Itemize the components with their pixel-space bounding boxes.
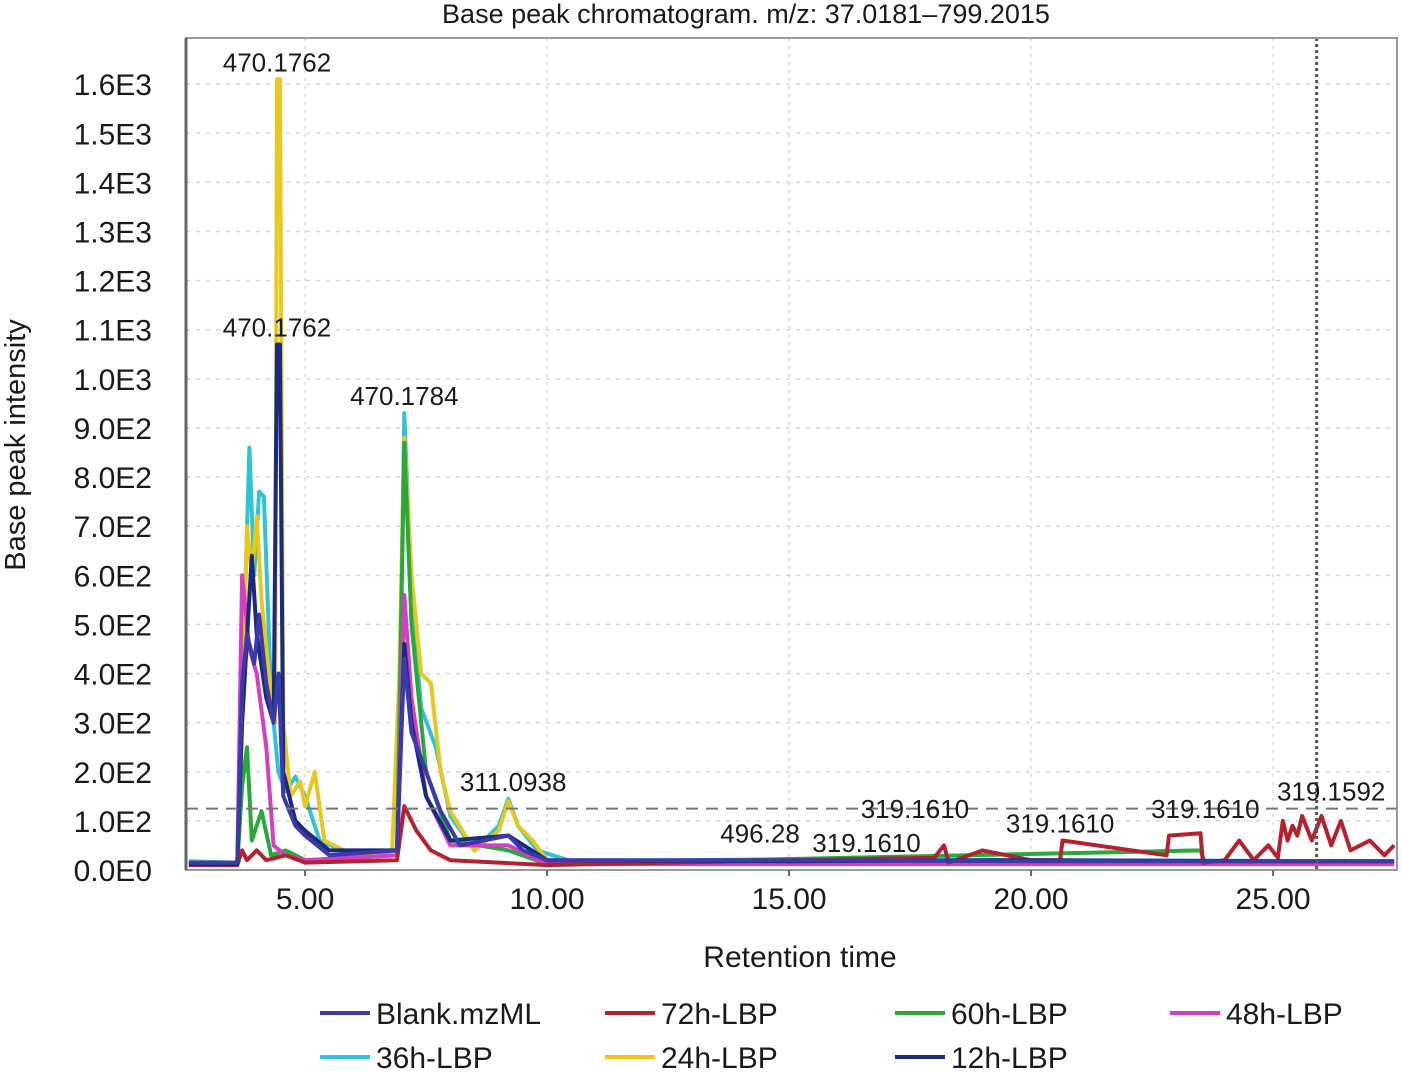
legend-label: 24h-LBP: [661, 1042, 778, 1071]
y-tick-label: 1.2E3: [74, 266, 152, 299]
y-tick-label: 1.0E3: [74, 364, 152, 397]
legend-label: 12h-LBP: [951, 1042, 1068, 1071]
y-tick-label: 1.6E3: [74, 69, 152, 102]
series-lines: [188, 77, 1396, 868]
grid: [186, 38, 1397, 870]
legend-label: 48h-LBP: [1226, 998, 1343, 1031]
y-tick-label: 1.3E3: [74, 217, 152, 250]
y-tick-labels: 0.0E0 1.0E2 2.0E2 3.0E2 4.0E2 5.0E2 6.0E2 7.0E2…: [74, 69, 152, 888]
peak-label: 311.0938: [460, 767, 567, 797]
legend-item: 24h-LBP: [605, 1042, 778, 1075]
chart-title: Base peak chromatogram. m/z: 37.0181–799…: [442, 0, 1050, 29]
y-tick-label: 0.0E0: [74, 855, 152, 888]
legend-item: Blank.mzML: [320, 998, 541, 1031]
y-tick-label: 6.0E2: [74, 560, 152, 593]
y-tick-label: 4.0E2: [74, 659, 152, 692]
y-tick-label: 1.4E3: [74, 167, 152, 200]
peak-label: 319.1610: [861, 794, 969, 824]
peak-label: 470.1762: [223, 47, 331, 77]
peak-label: 319.1610: [1006, 809, 1114, 839]
legend-item: 12h-LBP: [895, 1042, 1068, 1075]
peak-label: 470.1762: [223, 312, 331, 342]
peak-label: 319.1610: [1151, 794, 1259, 824]
series-line-blank-mzml: [188, 612, 1395, 865]
y-tick-label: 1.5E3: [74, 118, 152, 151]
peak-annotations: 470.1762 470.1762 470.1784 311.0938 496.28 31…: [223, 47, 1386, 858]
y-tick-label: 9.0E2: [74, 413, 152, 446]
y-tick-label: 1.1E3: [74, 315, 152, 348]
legend-label: 72h-LBP: [661, 998, 778, 1031]
y-tick-label: 5.0E2: [74, 609, 152, 642]
x-tick-label: 20.00: [994, 883, 1069, 916]
y-tick-label: 7.0E2: [74, 511, 152, 544]
series-line-24h-lbp: [188, 77, 1395, 865]
x-tick-label: 5.00: [276, 883, 334, 916]
y-tick-label: 1.0E2: [74, 806, 152, 839]
legend: Blank.mzML 72h-LBP 60h-LBP 48h-LBP 36h-LBP 24…: [320, 998, 1343, 1075]
legend-item: 72h-LBP: [605, 998, 778, 1031]
peak-label: 470.1784: [350, 381, 458, 411]
legend-item: 48h-LBP: [1170, 998, 1343, 1031]
x-axis-label: Retention time: [703, 941, 896, 974]
y-tick-label: 3.0E2: [74, 708, 152, 741]
x-tick-label: 10.00: [510, 883, 585, 916]
reference-lines: [186, 38, 1397, 870]
series-line-72h-lbp: [188, 804, 1396, 868]
legend-label: Blank.mzML: [376, 998, 541, 1031]
legend-label: 36h-LBP: [376, 1042, 493, 1071]
y-axis-label: Base peak intensity: [0, 319, 32, 571]
peak-label: 319.1592: [1277, 777, 1385, 807]
plot-frame: [185, 37, 1398, 871]
peak-label: 496.28: [720, 818, 800, 848]
x-tick-label: 25.00: [1236, 883, 1311, 916]
legend-label: 60h-LBP: [951, 998, 1068, 1031]
y-tick-label: 8.0E2: [74, 462, 152, 495]
peak-label: 319.1610: [812, 828, 920, 858]
x-tick-label: 15.00: [752, 883, 827, 916]
legend-item: 36h-LBP: [320, 1042, 493, 1075]
y-tick-label: 2.0E2: [74, 757, 152, 790]
x-tick-labels: 5.00 10.00 15.00 20.00 25.00: [276, 870, 1311, 916]
legend-item: 60h-LBP: [895, 998, 1068, 1031]
series-line-12h-lbp: [188, 342, 1395, 867]
